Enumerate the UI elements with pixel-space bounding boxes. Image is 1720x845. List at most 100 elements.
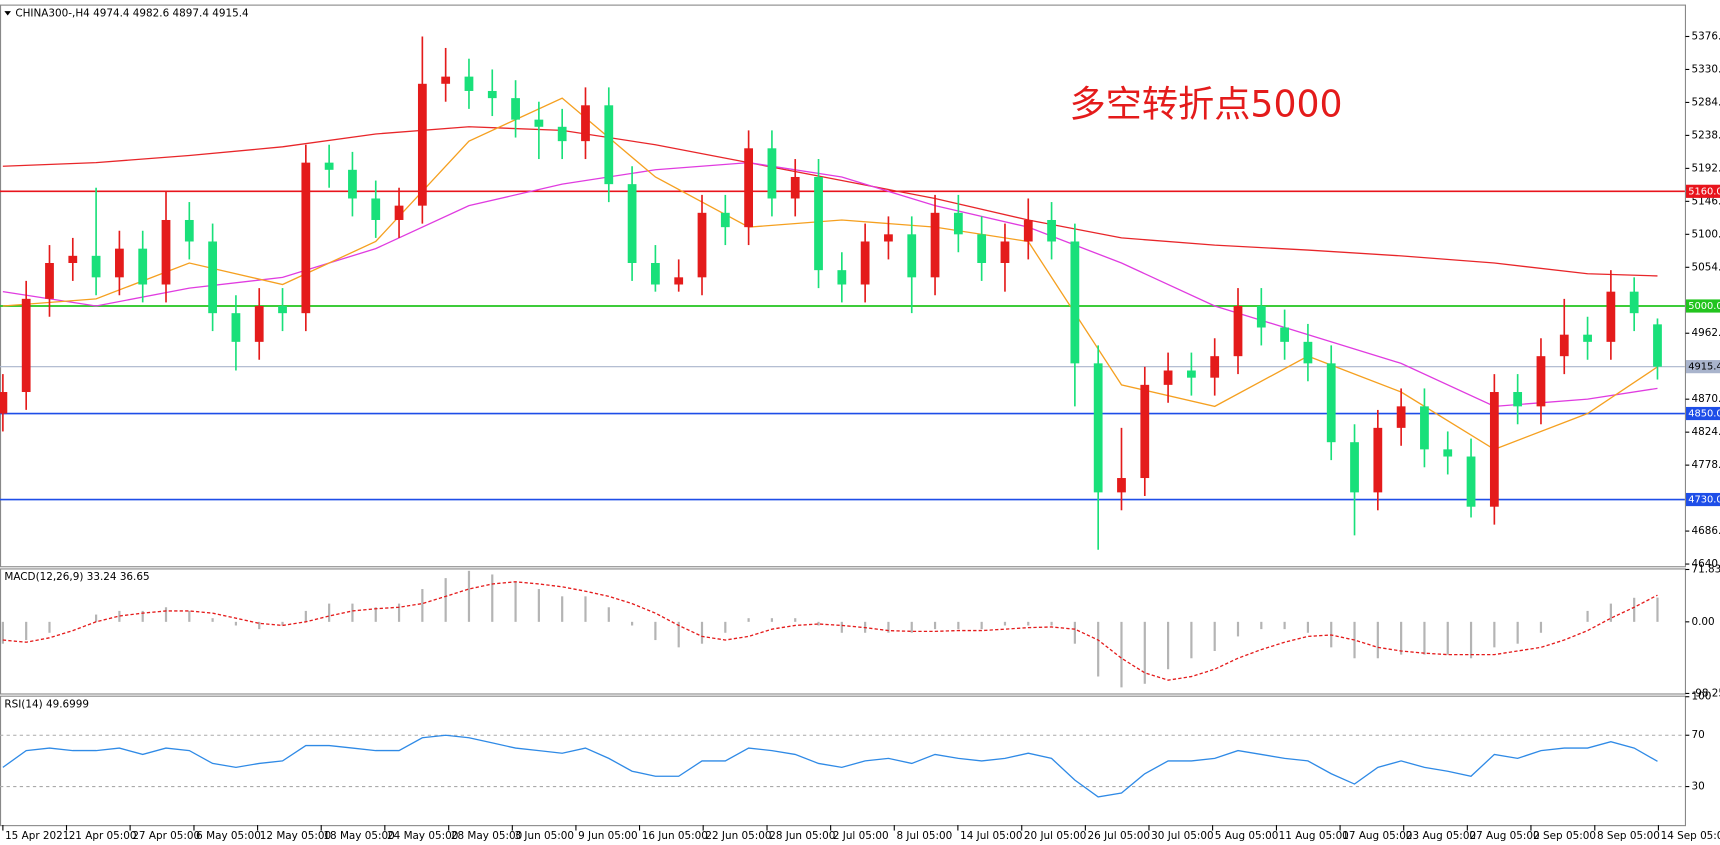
macd-title: MACD(12,26,9) 33.24 36.65: [4, 571, 149, 583]
y-tick-label: -98.25: [1691, 687, 1720, 699]
y-tick-label: 5330.0: [1691, 63, 1720, 75]
moving-average: [2, 126, 1658, 277]
candle-body: [1606, 291, 1616, 342]
x-tick-label: 22 Jun 05:00: [705, 830, 771, 842]
candle-body: [1489, 392, 1499, 507]
x-tick-label: 15 Apr 2021: [5, 830, 69, 842]
y-tick-label: 70: [1691, 729, 1704, 741]
x-tick-label: 28 May 05:00: [451, 830, 522, 842]
candle-body: [1163, 370, 1173, 385]
y-tick-label: 100: [1691, 691, 1711, 703]
candle-body: [511, 98, 520, 120]
candle-body: [1513, 392, 1523, 407]
candle-body: [581, 105, 590, 142]
candle-body: [1280, 327, 1290, 342]
y-tick-label: 0.00: [1691, 616, 1714, 628]
x-tick-label: 2 Sep 05:00: [1533, 830, 1596, 842]
candle-body: [371, 198, 381, 220]
candle-body: [1350, 442, 1359, 493]
candle-body: [930, 212, 940, 278]
level-label: 4730.0: [1688, 495, 1720, 506]
candle-body: [651, 262, 660, 285]
moving-average: [2, 97, 1658, 451]
x-tick-label: 14 Sep 05:00: [1661, 830, 1720, 842]
rsi-frame: [0, 695, 1686, 827]
y-tick-label: 4824.0: [1691, 426, 1720, 438]
candle-body: [1070, 241, 1080, 364]
level-label: 4915.4: [1688, 362, 1720, 373]
candle-body: [674, 277, 684, 285]
x-tick-label: 23 Aug 05:00: [1406, 830, 1476, 842]
candle-body: [1326, 363, 1336, 443]
rsi-line: [2, 734, 1658, 798]
candle-body: [557, 126, 567, 142]
candle-body: [767, 148, 777, 199]
y-tick-label: 5054.0: [1691, 261, 1720, 273]
x-tick-label: 27 Aug 05:00: [1470, 830, 1540, 842]
candle-body: [0, 392, 8, 414]
x-tick-label: 5 Aug 05:00: [1215, 830, 1279, 842]
candle-body: [977, 234, 987, 263]
level-label-box: [1685, 406, 1720, 421]
candle-body: [231, 313, 241, 342]
candle-body: [278, 306, 287, 314]
candle-body: [208, 241, 218, 314]
candle-body: [1443, 449, 1453, 457]
x-tick-label: 16 Jun 05:00: [642, 830, 708, 842]
x-tick-label: 14 Jul 05:00: [960, 830, 1022, 842]
candle-body: [348, 169, 357, 199]
candle-body: [394, 205, 404, 220]
x-tick-label: 6 May 05:00: [196, 830, 261, 842]
y-tick-label: 4686.0: [1691, 525, 1720, 537]
annotation: 多空转折点5000: [1070, 83, 1343, 126]
candle-body: [1466, 456, 1476, 507]
candle-body: [1210, 356, 1220, 378]
candle-body: [1233, 306, 1243, 357]
candle-body: [1536, 356, 1546, 407]
candle-body: [1559, 334, 1569, 357]
candle-body: [1117, 478, 1126, 493]
x-tick-label: 27 Apr 05:00: [132, 830, 200, 842]
candle-body: [1187, 370, 1196, 378]
candle-body: [1023, 219, 1033, 242]
x-tick-label: 17 Aug 05:00: [1342, 830, 1412, 842]
candle-body: [324, 162, 334, 170]
candle-body: [1583, 334, 1592, 342]
x-tick-label: 20 Jul 05:00: [1024, 830, 1086, 842]
candle-body: [68, 255, 78, 263]
candle-body: [1000, 241, 1010, 263]
rsi-title: RSI(14) 49.6999: [4, 698, 89, 710]
signal-line: [2, 581, 1658, 681]
candle-body: [814, 176, 823, 271]
x-tick-label: 8 Jul 05:00: [896, 830, 952, 842]
level-label: 5160.0: [1688, 186, 1720, 197]
y-tick-label: 4640.0: [1691, 558, 1720, 570]
candle-body: [161, 219, 171, 285]
price-title: CHINA300-,H4 4974.4 4982.6 4897.4 4915.4: [15, 7, 249, 19]
x-tick-label: 3 Jun 05:00: [515, 830, 575, 842]
level-label-box: [1685, 360, 1720, 374]
x-tick-label: 2 Jul 05:00: [833, 830, 889, 842]
macd-frame: [0, 568, 1686, 695]
y-tick-label: 5376.0: [1691, 30, 1720, 42]
candle-body: [1140, 384, 1150, 479]
x-tick-label: 30 Jul 05:00: [1151, 830, 1213, 842]
level-label-box: [1685, 492, 1720, 507]
level-label: 5000.0: [1688, 301, 1720, 312]
y-tick-label: 5146.0: [1691, 195, 1720, 207]
x-tick-label: 11 Aug 05:00: [1279, 830, 1349, 842]
candle-body: [441, 76, 451, 84]
y-tick-label: 4778.0: [1691, 459, 1720, 471]
x-tick-label: 9 Jun 05:00: [578, 830, 638, 842]
x-tick-label: 8 Sep 05:00: [1597, 830, 1660, 842]
candle-body: [744, 148, 754, 228]
candle-body: [417, 83, 427, 206]
level-label-box: [1685, 299, 1720, 313]
candle-body: [1396, 406, 1406, 428]
candle-body: [720, 212, 730, 228]
y-tick-label: 5284.0: [1691, 96, 1720, 108]
y-tick-label: 5192.0: [1691, 162, 1720, 174]
level-label: 4850.0: [1688, 409, 1720, 420]
candle-body: [907, 234, 917, 278]
